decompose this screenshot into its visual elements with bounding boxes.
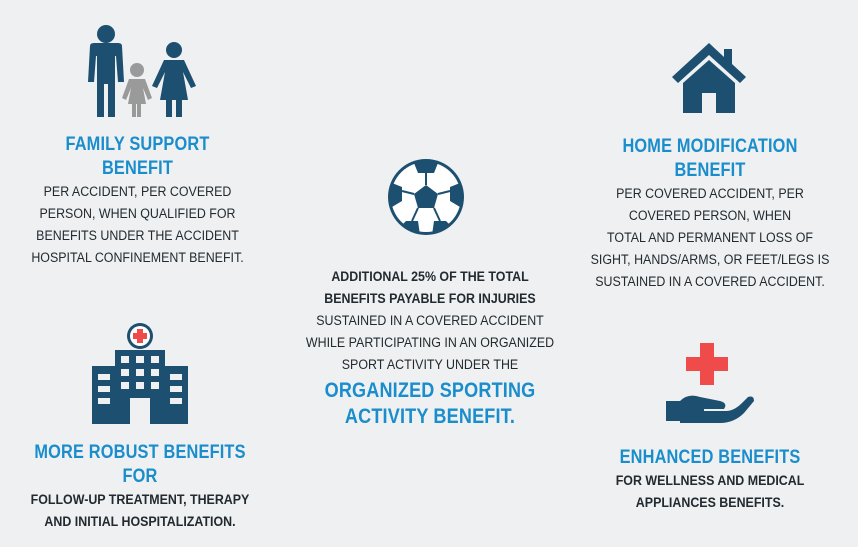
- home-line: SIGHT, HANDS/ARMS, OR FEET/LEGS IS: [590, 252, 830, 267]
- sport-title-line: ORGANIZED SPORTING: [324, 379, 536, 402]
- sport-bold-line: ADDITIONAL 25% OF THE TOTAL: [331, 269, 529, 284]
- home-title: HOME MODIFICATION BENEFIT: [622, 136, 798, 181]
- robust-line: FOLLOW-UP TREATMENT, THERAPY: [30, 492, 250, 507]
- enhanced-line: FOR WELLNESS AND MEDICAL: [615, 473, 805, 488]
- family-title: FAMILY SUPPORT BENEFIT: [65, 134, 210, 179]
- sport-line: WHILE PARTICIPATING IN AN ORGANIZED: [305, 335, 555, 350]
- home-line: PER COVERED ACCIDENT, PER: [616, 186, 804, 201]
- robust-title: MORE ROBUST BENEFITS FOR: [34, 442, 246, 487]
- enhanced-line: APPLIANCES BENEFITS.: [635, 495, 785, 510]
- sport-block: ADDITIONAL 25% OF THE TOTAL BENEFITS PAY…: [270, 266, 590, 430]
- home-line: SUSTAINED IN A COVERED ACCIDENT.: [595, 274, 825, 289]
- family-icon: [88, 25, 196, 117]
- sport-headline: ADDITIONAL 25% OF THE TOTAL BENEFITS PAY…: [283, 266, 577, 310]
- robust-description: FOLLOW-UP TREATMENT, THERAPY AND INITIAL…: [16, 489, 264, 533]
- home-block: HOME MODIFICATION BENEFIT PER COVERED AC…: [565, 135, 855, 293]
- home-line: TOTAL AND PERMANENT LOSS OF: [607, 230, 813, 245]
- hand-cross-icon: [666, 343, 754, 423]
- enhanced-description: FOR WELLNESS AND MEDICAL APPLIANCES BENE…: [590, 470, 829, 514]
- soccer-ball-icon: [388, 159, 464, 235]
- robust-line: AND INITIAL HOSPITALIZATION.: [44, 514, 236, 529]
- house-icon: [672, 43, 746, 113]
- home-line: COVERED PERSON, WHEN: [628, 208, 792, 223]
- robust-block: MORE ROBUST BENEFITS FOR FOLLOW-UP TREAT…: [5, 441, 275, 533]
- family-line: HOSPITAL CONFINEMENT BENEFIT.: [31, 250, 244, 265]
- home-description: PER COVERED ACCIDENT, PER COVERED PERSON…: [577, 183, 844, 293]
- sport-line: SPORT ACTIVITY UNDER THE: [341, 357, 519, 372]
- family-line: PERSON, WHEN QUALIFIED FOR: [39, 206, 236, 221]
- enhanced-block: ENHANCED BENEFITS FOR WELLNESS AND MEDIC…: [580, 446, 840, 514]
- sport-bold-line: BENEFITS PAYABLE FOR INJURIES: [324, 291, 536, 306]
- sport-description: SUSTAINED IN A COVERED ACCIDENT WHILE PA…: [283, 310, 577, 376]
- sport-title: ORGANIZED SPORTING ACTIVITY BENEFIT.: [292, 378, 567, 430]
- enhanced-title: ENHANCED BENEFITS: [619, 447, 801, 468]
- hospital-icon: [92, 323, 188, 424]
- sport-title-line: ACTIVITY BENEFIT.: [344, 405, 516, 428]
- sport-line: SUSTAINED IN A COVERED ACCIDENT: [316, 313, 544, 328]
- family-block: FAMILY SUPPORT BENEFIT PER ACCIDENT, PER…: [10, 133, 265, 269]
- family-line: BENEFITS UNDER THE ACCIDENT: [36, 228, 239, 243]
- family-description: PER ACCIDENT, PER COVERED PERSON, WHEN Q…: [20, 181, 255, 269]
- family-line: PER ACCIDENT, PER COVERED: [43, 184, 232, 199]
